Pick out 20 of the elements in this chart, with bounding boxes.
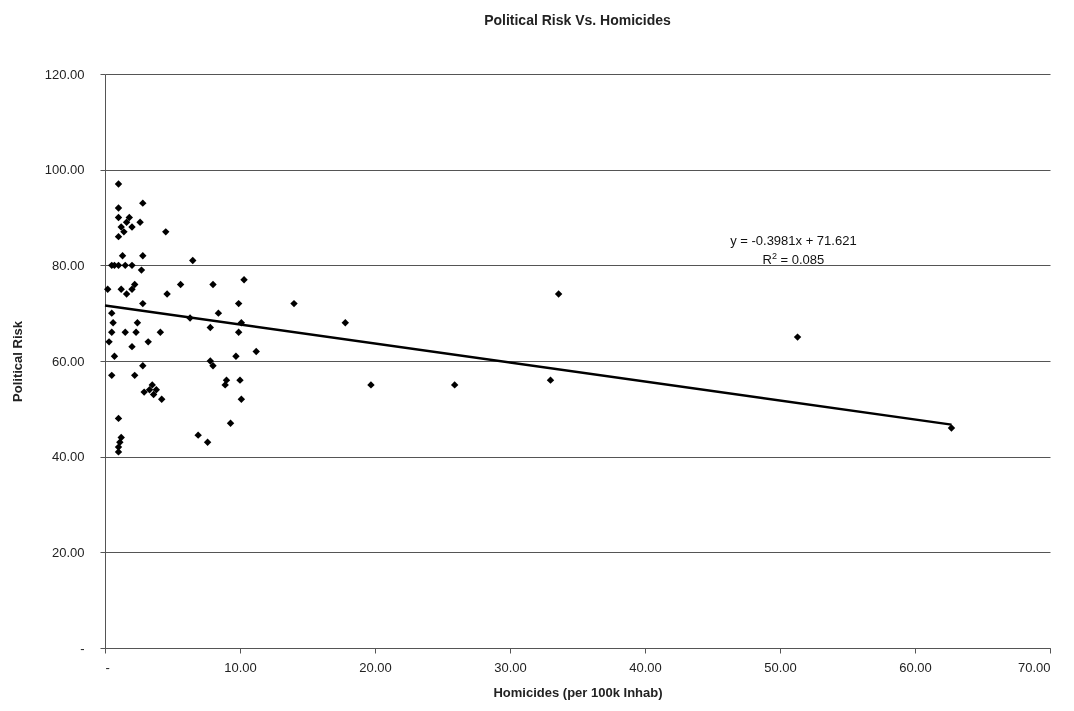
annotation: y = -0.3981x + 71.621 xyxy=(730,232,857,248)
y-tick-label: 60.00 xyxy=(51,353,85,369)
y-tick-label: 80.00 xyxy=(51,257,85,273)
x-tick-label: - xyxy=(105,659,110,675)
annotation: R$^{2}$ = 0.085 xyxy=(762,250,825,268)
x-tick-label: 70.00 xyxy=(1017,659,1051,675)
y-tick-label: 20.00 xyxy=(51,544,85,560)
y-tick-label: - xyxy=(80,640,85,656)
y-tick-label: 100.00 xyxy=(44,162,85,178)
y-axis-title: Political Risk xyxy=(9,320,25,402)
y-tick-label: 40.00 xyxy=(51,449,85,465)
x-tick-label: 60.00 xyxy=(899,659,932,675)
y-tick-label: 120.00 xyxy=(44,66,85,82)
x-axis-title: Homicides (per 100k Inhab) xyxy=(493,684,663,700)
x-tick-label: 20.00 xyxy=(359,659,392,675)
x-tick-label: 30.00 xyxy=(494,659,527,675)
x-tick-label: 50.00 xyxy=(764,659,797,675)
x-tick-label: 40.00 xyxy=(629,659,662,675)
chart-title: Political Risk Vs. Homicides xyxy=(484,12,672,28)
x-tick-label: 10.00 xyxy=(224,659,257,675)
